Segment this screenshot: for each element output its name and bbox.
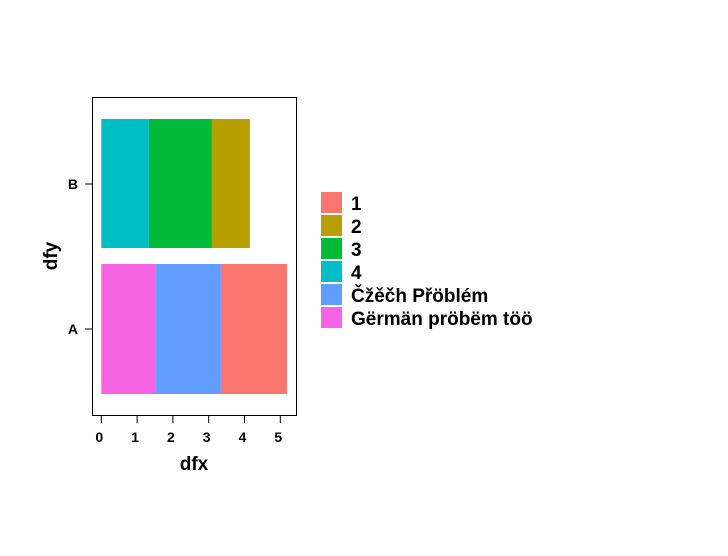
bar-B-2 [211, 119, 250, 248]
x-axis-label: dfx [180, 454, 209, 475]
bar-B-3 [148, 119, 212, 248]
x-tick-label: 0 [95, 429, 103, 445]
legend-label: 3 [351, 240, 362, 261]
legend-key [321, 261, 342, 282]
plot-panel-border [92, 97, 297, 416]
x-tick-label: 1 [131, 429, 139, 445]
legend-key [321, 215, 342, 236]
legend-item: 2 [321, 215, 362, 238]
x-axis: 0 1 2 3 4 5 [95, 416, 282, 445]
legend-item: 1 [321, 192, 362, 215]
legend-item: Čžěčh Přöblém [321, 284, 488, 307]
x-tick-label: 5 [274, 429, 282, 445]
x-tick-label: 3 [203, 429, 211, 445]
y-axis-label: dfy [41, 241, 62, 270]
legend-label: 4 [351, 263, 362, 284]
legend-item: Gërmän pröbëm töö [321, 307, 533, 330]
legend-item: 3 [321, 238, 362, 261]
bar-A-1 [220, 264, 288, 394]
bar-A-gërmän-pröbëm-töö [101, 264, 157, 394]
legend-key [321, 284, 342, 305]
y-tick-label: A [68, 321, 78, 337]
legend-label: Gërmän pröbëm töö [351, 309, 533, 330]
legend-key [321, 238, 342, 259]
x-tick-label: 2 [167, 429, 175, 445]
legend-label: 1 [351, 194, 362, 215]
legend-key [321, 192, 342, 213]
y-tick-label: B [68, 176, 78, 192]
x-tick-label: 4 [239, 429, 247, 445]
legend-item: 4 [321, 261, 362, 284]
bar-A-čžěčh-přöblém [156, 264, 221, 394]
legend-key [321, 307, 342, 328]
bars [101, 119, 288, 394]
legend-label: Čžěčh Přöblém [351, 285, 488, 307]
bar-B-4 [101, 119, 149, 248]
legend-label: 2 [351, 217, 362, 238]
y-axis: AB [68, 176, 92, 337]
